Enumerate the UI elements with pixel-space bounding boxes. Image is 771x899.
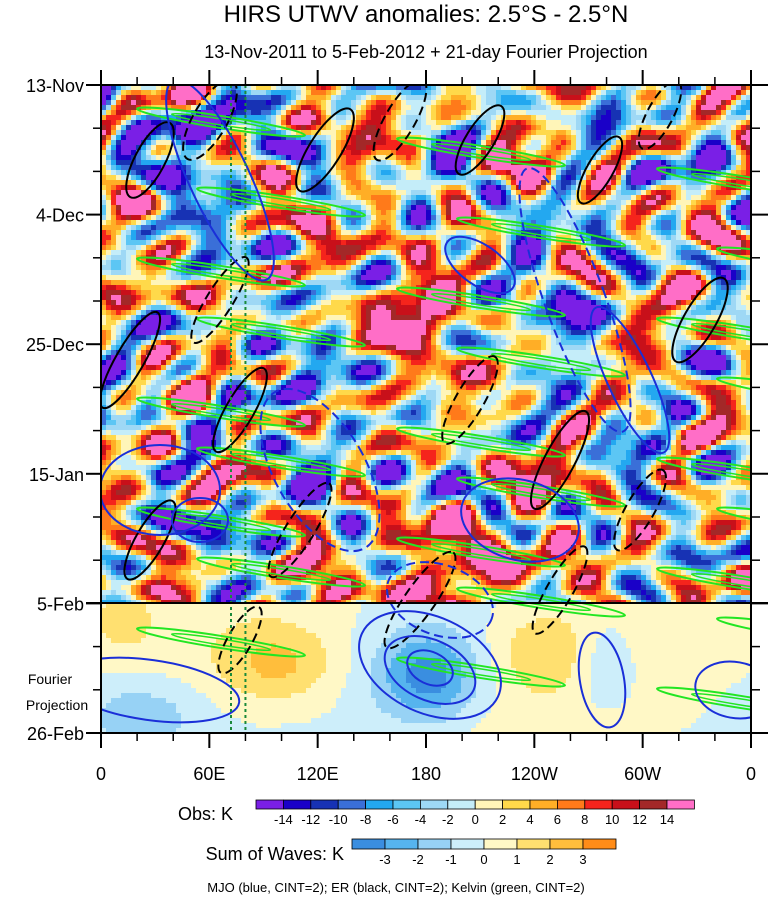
- colorbar-swatch: [516, 838, 551, 850]
- colorbar-level-label: 0: [480, 852, 487, 867]
- colorbar-swatch: [392, 799, 421, 810]
- x-tick-label: 0: [96, 764, 106, 784]
- colorbar-level-label: -2: [412, 852, 424, 867]
- colorbar-swatch: [417, 838, 452, 850]
- colorbar-level-label: -4: [415, 812, 427, 827]
- footnote: MJO (blue, CINT=2); ER (black, CINT=2); …: [207, 880, 584, 895]
- obs-colorbar: -14 -12 -10 -8 -6 -4 -2 0 2 4 6 8 10 12 14: [255, 799, 695, 827]
- colorbar-level-label: 1: [513, 852, 520, 867]
- colorbar-swatch: [337, 799, 367, 810]
- x-tick-label: 180: [411, 764, 441, 784]
- projection-label-line2: Projection: [26, 697, 88, 713]
- colorbar-level-label: -3: [379, 852, 391, 867]
- colorbar-swatch: [549, 838, 584, 850]
- waves-colorbar: -3 -2 -1 0 1 2 3: [351, 838, 617, 867]
- colorbar-level-label: 2: [499, 812, 506, 827]
- x-tick-label: 120E: [297, 764, 339, 784]
- y-axis: 13-Nov 4-Dec 25-Dec 15-Jan 5-Feb 26-Feb: [26, 76, 768, 744]
- colorbar-swatch: [419, 799, 449, 810]
- colorbar-level-label: 12: [632, 812, 646, 827]
- colorbar-swatch: [474, 799, 504, 810]
- x-axis: 0 60E 120E 180 120W 60W 0: [96, 70, 756, 784]
- colorbar-level-label: -1: [445, 852, 457, 867]
- colorbar-swatch: [557, 799, 586, 810]
- y-tick-label: 4-Dec: [36, 206, 84, 226]
- colorbar-level-label: 0: [472, 812, 479, 827]
- colorbar-level-label: -2: [442, 812, 454, 827]
- y-tick-label: 25-Dec: [26, 335, 84, 355]
- colorbar-swatch: [310, 799, 339, 810]
- y-tick-label: 15-Jan: [29, 465, 84, 485]
- y-tick-label: 26-Feb: [27, 724, 84, 744]
- colorbar-level-label: -10: [329, 812, 348, 827]
- wave-contours: [101, 85, 751, 733]
- colorbar-swatch: [384, 838, 419, 850]
- chart-subtitle: 13-Nov-2011 to 5-Feb-2012 + 21-day Fouri…: [204, 42, 647, 62]
- colorbar-level-label: -6: [387, 812, 399, 827]
- colorbar-swatch: [584, 799, 613, 810]
- colorbar-swatch: [639, 799, 668, 810]
- obs-colorbar-label: Obs: K: [178, 804, 233, 824]
- colorbar-level-label: 10: [605, 812, 619, 827]
- colorbar-level-label: 6: [554, 812, 561, 827]
- colorbar-swatch: [502, 799, 531, 810]
- colorbar-swatch: [582, 838, 617, 850]
- colorbar-level-label: -12: [301, 812, 320, 827]
- colorbar-swatch: [282, 799, 312, 810]
- x-tick-label: 60W: [624, 764, 661, 784]
- colorbar-swatch: [666, 799, 695, 810]
- colorbar-level-label: 4: [526, 812, 533, 827]
- y-tick-label: 5-Feb: [37, 594, 84, 614]
- x-tick-label: 120W: [511, 764, 558, 784]
- colorbar-swatch: [351, 838, 386, 850]
- colorbar-swatch: [365, 799, 394, 810]
- colorbar-level-label: -14: [274, 812, 293, 827]
- colorbar-swatch: [529, 799, 558, 810]
- colorbar-level-label: -8: [360, 812, 372, 827]
- colorbar-level-label: 14: [660, 812, 674, 827]
- colorbar-level-label: 3: [579, 852, 586, 867]
- chart-title: HIRS UTWV anomalies: 2.5°S - 2.5°N: [224, 1, 629, 28]
- colorbar-swatch: [255, 799, 284, 810]
- colorbar-level-label: 2: [546, 852, 553, 867]
- waves-colorbar-label: Sum of Waves: K: [206, 844, 344, 864]
- x-tick-label: 0: [746, 764, 756, 784]
- colorbar-level-label: 8: [581, 812, 588, 827]
- colorbar-swatch: [483, 838, 518, 850]
- colorbar-swatch: [447, 799, 476, 810]
- projection-label-line1: Fourier: [28, 671, 73, 687]
- y-tick-label: 13-Nov: [26, 76, 84, 96]
- colorbar-swatch: [450, 838, 485, 850]
- x-tick-label: 60E: [193, 764, 225, 784]
- colorbar-swatch: [611, 799, 641, 810]
